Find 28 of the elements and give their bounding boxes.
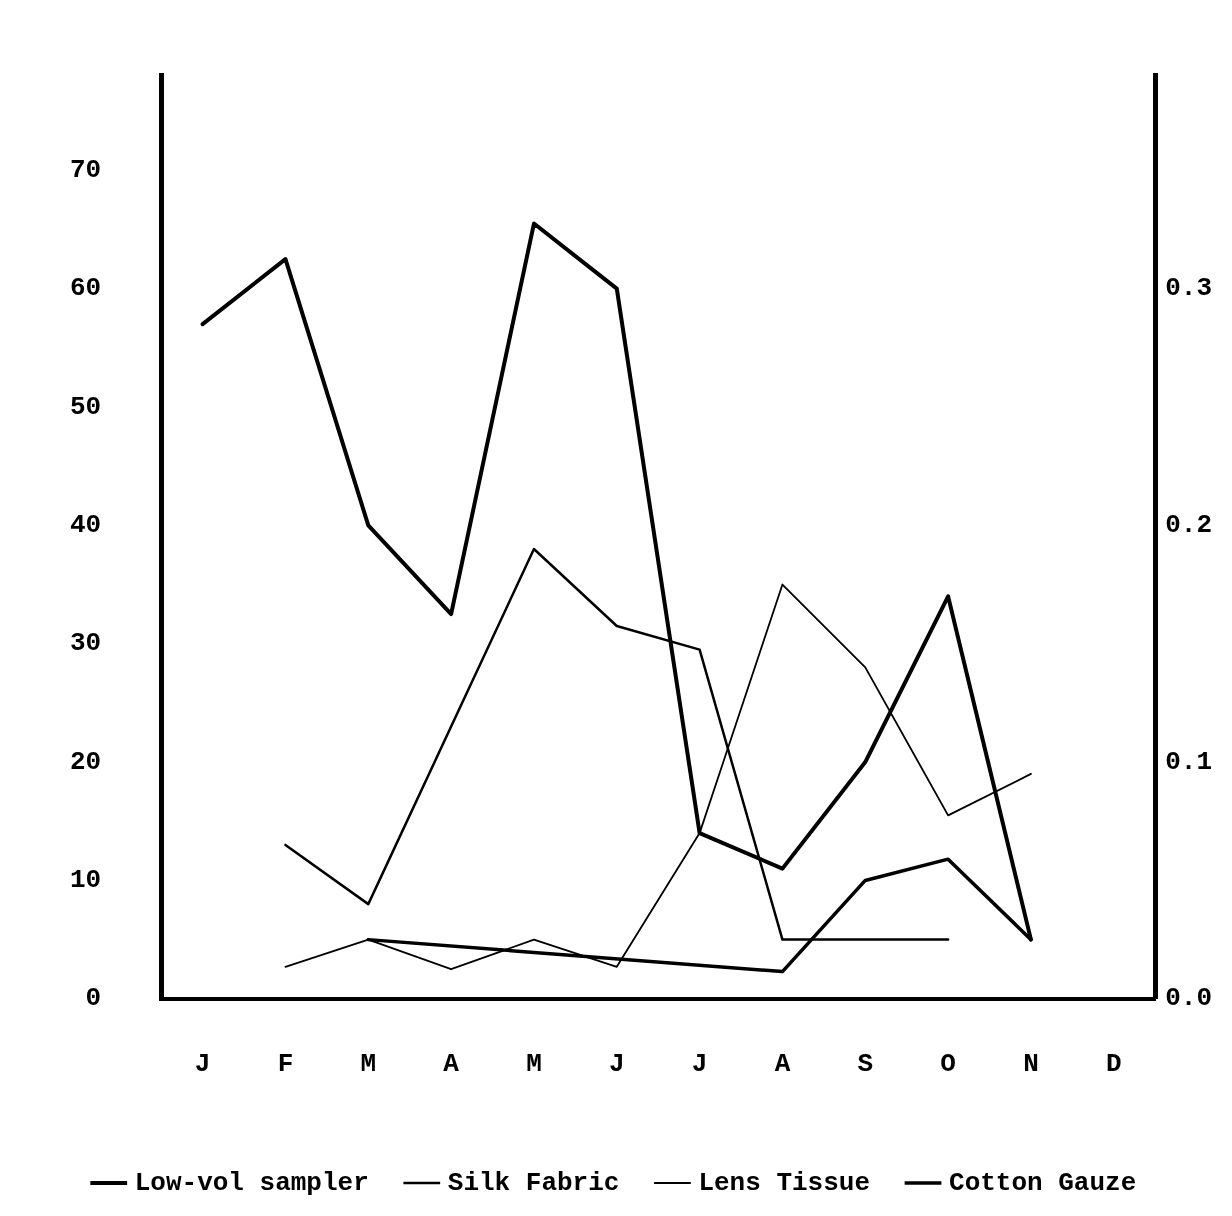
legend-label: Cotton Gauze (949, 1167, 1137, 1198)
x-tick-label: D (1105, 1048, 1122, 1079)
legend-label: Lens Tissue (698, 1167, 871, 1198)
y-tick-label: 10 (69, 864, 102, 895)
x-tick-label: A (774, 1048, 791, 1079)
x-tick-label: A (443, 1048, 460, 1079)
y-tick-label: 70 (69, 154, 102, 185)
y-tick-label: 20 (69, 746, 102, 777)
x-tick-label: S (857, 1048, 874, 1079)
y2-tick-label: 0.0 (1165, 983, 1212, 1014)
x-tick-label: J (194, 1048, 211, 1079)
y2-tick-label: 0.2 (1165, 509, 1212, 540)
x-tick-label: O (940, 1048, 956, 1079)
legend-label: Silk Fabric (447, 1167, 620, 1198)
y-tick-label: 30 (69, 628, 102, 659)
x-tick-label: F (277, 1048, 294, 1079)
y-tick-label: 40 (69, 509, 102, 540)
x-tick-label: M (526, 1048, 542, 1079)
y-tick-label: 60 (69, 273, 102, 304)
y2-tick-label: 0.1 (1165, 746, 1212, 777)
y2-tick-label: 0.3 (1165, 273, 1212, 304)
x-tick-label: J (608, 1048, 625, 1079)
y-tick-label: 50 (69, 391, 102, 422)
y-tick-label: 0 (85, 983, 102, 1014)
x-tick-label: N (1023, 1048, 1039, 1079)
legend-label: Low-vol sampler (134, 1167, 369, 1198)
x-tick-label: J (691, 1048, 708, 1079)
x-tick-label: M (360, 1048, 377, 1079)
